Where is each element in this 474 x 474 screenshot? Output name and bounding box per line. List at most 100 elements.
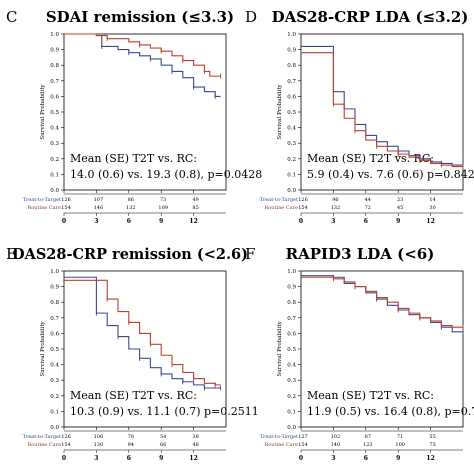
y-tick-label: 0.3 [287,378,296,384]
risk-count: 132 [331,205,341,211]
series-line-t2t [64,276,221,389]
y-tick-label: 0.0 [287,425,296,431]
y-tick-label: 0.8 [287,63,296,69]
y-tick-label: 0.0 [50,425,59,431]
y-tick-label: 0.6 [287,94,296,100]
chart-title: DAS28-CRP LDA (≤3.2) [272,8,469,26]
chart-title: DAS28-CRP remission (<2.6) [12,246,248,263]
y-axis-label: Survival Probability [40,320,46,376]
panel-letter: D [245,8,257,26]
plot-frame [63,33,227,191]
risk-row-label: Treat-to-Target [23,197,61,203]
risk-count: 14 [429,197,435,203]
annotation-line-2: 5.9 (0.4) vs. 7.6 (0.6) p=0.8421 [307,168,474,181]
x-tick-label: 12 [426,218,434,225]
y-tick-label: 1.0 [287,269,296,275]
y-tick-label: 0.7 [287,79,296,85]
annotation-line-2: 11.9 (0.5) vs. 16.4 (0.8), p=0.7249 [307,405,474,418]
x-tick-label: 9 [159,218,163,225]
y-tick-label: 1.0 [50,269,59,275]
series-line-rc [301,52,463,168]
risk-count: 107 [94,197,104,203]
chart-panel-f: F RAPID3 LDA (<6) 0.0 0.1 0.2 0.3 0.4 0.5 0.6 0.7… [245,245,474,462]
y-tick-label: 0.4 [287,363,296,369]
y-axis-label: Survival Probability [277,83,283,139]
chart-title: RAPID3 LDA (<6) [286,245,435,263]
y-tick-label: 0.8 [50,63,59,69]
annotation-line-2: 14.0 (0.6) vs. 19.3 (0.8), p=0.0428 [70,168,262,181]
y-tick-label: 0.2 [287,157,296,163]
risk-count: 94 [128,442,134,448]
panel-letter: C [6,8,17,26]
risk-count: 30 [429,205,435,211]
x-tick-label: 0 [299,218,303,225]
risk-count: 23 [397,197,403,203]
risk-count: 71 [397,434,403,440]
y-axis-label: Survival Probability [40,83,46,139]
risk-count: 126 [61,197,71,203]
y-tick-label: 0.8 [50,300,59,306]
risk-count: 130 [94,442,104,448]
series-line-rc [64,279,221,386]
chart-title: SDAI remission (≤3.3) [46,8,234,26]
x-tick-label: 3 [94,218,98,225]
risk-count: 72 [365,205,371,211]
y-tick-label: 0.1 [287,409,296,415]
y-tick-label: 0.6 [50,94,59,100]
panel-letter: F [245,245,255,263]
risk-count: 86 [128,197,134,203]
x-tick-label: 12 [189,218,197,225]
risk-count: 102 [331,434,341,440]
risk-count: 146 [94,205,104,211]
x-tick-label: 3 [331,455,335,462]
risk-count: 126 [298,197,308,203]
y-tick-label: 0.3 [50,378,59,384]
risk-count: 38 [192,434,198,440]
y-tick-label: 0.8 [287,300,296,306]
x-tick-label: 9 [159,455,163,462]
y-tick-label: 1.0 [287,32,296,38]
risk-row-label: Routine Care [264,442,298,448]
y-tick-label: 0.2 [50,157,59,163]
risk-count: 154 [298,442,308,448]
risk-row-label: Routine Care [27,205,61,211]
risk-count: 154 [61,442,71,448]
risk-row-label: Routine Care [27,442,61,448]
y-tick-label: 0.4 [287,126,296,132]
y-tick-label: 0.0 [287,188,296,194]
risk-count: 154 [298,205,308,211]
x-tick-label: 9 [396,218,400,225]
risk-count: 66 [160,442,166,448]
y-axis-label: Survival Probability [277,320,283,376]
risk-count: 140 [331,442,341,448]
chart-panel-c: C SDAI remission (≤3.3) 0.0 0.1 0.2 0.3 0.4 0.5… [6,8,262,225]
y-tick-label: 0.5 [50,347,59,353]
y-tick-label: 0.4 [50,363,59,369]
y-tick-label: 0.7 [50,79,59,85]
y-tick-label: 1.0 [50,32,59,38]
x-tick-label: 3 [94,455,98,462]
plot-frame [300,270,464,428]
y-tick-label: 0.6 [287,331,296,337]
y-tick-label: 0.9 [50,48,59,54]
plot-frame [300,33,464,191]
annotation-line-1: Mean (SE) T2T vs. RC: [70,152,197,165]
risk-count: 123 [363,442,373,448]
panel-letter: E [6,245,17,263]
y-tick-label: 0.1 [50,172,59,178]
risk-row-label: Treat-to-Target [260,197,298,203]
chart-panel-d: D DAS28-CRP LDA (≤3.2) 0.0 0.1 0.2 0.3 0.4 0.5 0… [245,8,474,225]
risk-count: 96 [332,197,338,203]
risk-count: 48 [192,442,198,448]
risk-row-label: Treat-to-Target [23,434,61,440]
risk-count: 106 [94,434,104,440]
x-tick-label: 0 [62,455,66,462]
x-tick-label: 0 [62,218,66,225]
series-line-rc [301,276,463,328]
risk-count: 127 [298,434,308,440]
y-tick-label: 0.6 [50,331,59,337]
y-tick-label: 0.0 [50,188,59,194]
risk-row-label: Routine Care [264,205,298,211]
y-tick-label: 0.9 [287,48,296,54]
risk-count: 78 [128,434,134,440]
